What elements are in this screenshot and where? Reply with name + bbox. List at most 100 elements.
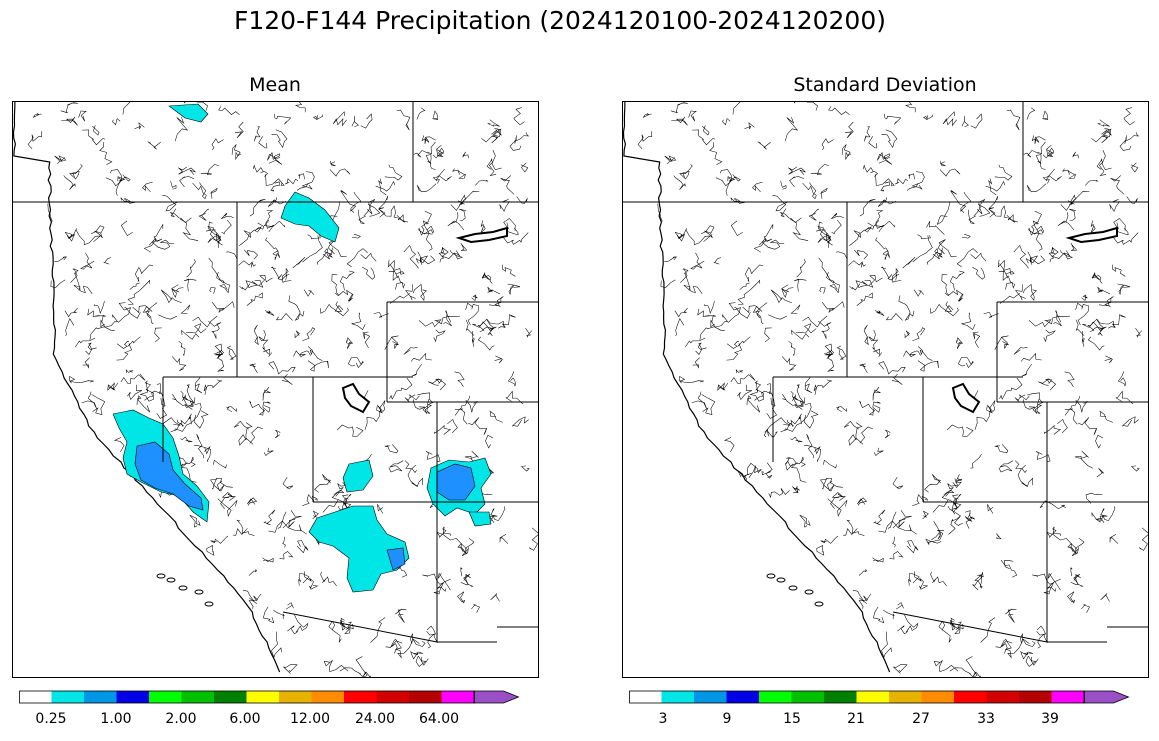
basin-boundary — [89, 326, 115, 340]
basin-boundary — [1020, 651, 1034, 660]
basin-boundary — [1000, 559, 1018, 578]
basin-boundary — [1031, 210, 1042, 236]
basin-boundary — [220, 496, 237, 509]
basin-boundary — [500, 175, 515, 195]
basin-boundary — [1064, 371, 1075, 387]
basin-boundary — [418, 225, 434, 235]
basin-boundary — [702, 125, 710, 136]
basin-boundary — [178, 341, 186, 356]
basin-boundary — [410, 352, 432, 362]
basin-boundary — [905, 102, 916, 113]
state-border — [282, 611, 438, 643]
basin-boundary — [231, 144, 242, 161]
basin-boundary — [211, 477, 233, 490]
basin-boundary — [340, 189, 357, 213]
basin-boundary — [764, 327, 772, 343]
basin-boundary — [129, 282, 140, 290]
basin-boundary — [1090, 220, 1096, 233]
basin-boundary — [116, 341, 129, 349]
mean-colorbar-svg — [19, 690, 520, 704]
basin-boundary — [249, 198, 266, 217]
basin-boundary — [923, 114, 934, 120]
basin-boundary — [507, 371, 516, 387]
basin-boundary — [410, 633, 426, 647]
basin-boundary — [307, 346, 323, 361]
basin-boundary — [435, 378, 447, 391]
basin-boundary — [787, 457, 807, 483]
basin-boundary — [292, 256, 306, 269]
basin-boundary — [362, 331, 371, 349]
basin-boundary — [1064, 408, 1078, 425]
basin-boundary — [904, 614, 919, 633]
basin-boundary — [684, 337, 706, 348]
basin-boundary — [813, 379, 832, 396]
basin-boundary — [454, 371, 465, 387]
basin-boundary — [487, 119, 500, 127]
basin-boundary — [1070, 573, 1081, 586]
basin-boundary — [897, 625, 909, 635]
basin-boundary — [856, 292, 873, 306]
basin-boundary — [933, 660, 959, 672]
state-outlines — [623, 102, 1148, 643]
basin-boundary — [762, 239, 785, 250]
basin-boundary — [282, 664, 298, 674]
basin-boundary — [174, 403, 202, 432]
basin-boundary — [1112, 232, 1139, 245]
basin-boundary — [1081, 604, 1090, 613]
basin-boundary — [723, 437, 735, 453]
basin-boundary — [384, 164, 403, 181]
basin-boundary — [204, 446, 211, 455]
basin-boundary — [405, 460, 417, 473]
basin-boundary — [1057, 212, 1075, 231]
basin-boundary — [939, 160, 946, 167]
basin-boundary — [254, 222, 265, 233]
basin-boundary — [432, 110, 439, 120]
basin-boundary — [945, 478, 958, 497]
basin-boundary — [396, 214, 409, 223]
basin-boundary — [324, 247, 333, 258]
basin-boundary — [819, 287, 826, 294]
basin-boundary — [416, 183, 437, 193]
basin-boundary — [171, 284, 184, 298]
basin-boundary — [829, 281, 840, 294]
colorbar-segment — [954, 691, 987, 703]
basin-boundary — [795, 323, 817, 334]
basin-boundary — [912, 327, 926, 341]
basin-boundary — [152, 239, 175, 250]
colorbar-segment — [214, 691, 247, 703]
colorbar-segment — [1051, 691, 1084, 703]
basin-boundary — [985, 180, 1006, 192]
basin-boundary — [814, 446, 821, 455]
basin-boundary — [472, 330, 475, 347]
basin-boundary — [831, 219, 842, 235]
basin-boundary — [477, 318, 505, 332]
coastline — [13, 102, 281, 673]
basin-boundary — [679, 164, 693, 180]
basin-boundary — [892, 536, 896, 548]
colorbar-segment — [51, 691, 84, 703]
basin-boundary — [754, 383, 771, 401]
basin-boundary — [949, 667, 981, 677]
channel-island — [776, 577, 786, 583]
basin-boundary — [968, 209, 976, 224]
basin-boundary — [876, 151, 891, 161]
basin-boundary — [422, 573, 447, 592]
basin-boundary — [786, 456, 806, 467]
basin-boundary — [937, 239, 957, 258]
basin-boundary — [806, 433, 814, 459]
basin-boundary — [940, 168, 961, 177]
basin-boundary — [763, 428, 778, 439]
basin-boundary — [957, 357, 974, 368]
basin-boundary — [384, 444, 399, 454]
basin-boundary — [147, 141, 161, 150]
basin-boundary — [713, 257, 722, 265]
basin-boundary — [732, 102, 741, 115]
basin-boundary — [784, 403, 812, 432]
basin-boundary — [425, 451, 441, 463]
basin-boundary — [294, 330, 300, 339]
basin-boundary — [882, 250, 890, 260]
basin-boundary — [332, 111, 347, 127]
basin-boundary — [351, 234, 361, 239]
basin-boundary — [1101, 128, 1112, 137]
colorbar-segment — [694, 691, 727, 703]
